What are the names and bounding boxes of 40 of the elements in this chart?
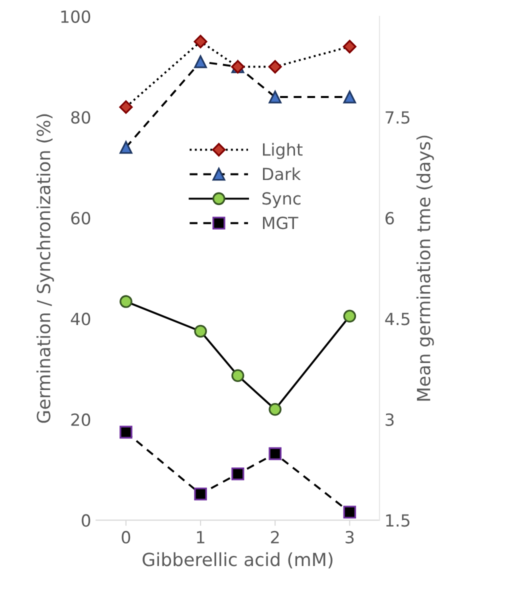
point — [120, 295, 132, 308]
y2-tick-label: 4.5 — [385, 312, 410, 326]
point — [342, 40, 356, 54]
y2-tick-label: 6 — [386, 212, 394, 224]
y-tick-label: 100 — [61, 10, 90, 23]
y-tick-label: 0 — [82, 514, 90, 527]
y-tick-label: 80 — [71, 111, 90, 124]
point — [119, 100, 133, 114]
y2-axis-title: Mean germination tme (days) — [416, 136, 434, 401]
point — [268, 447, 282, 460]
point — [120, 426, 132, 439]
point — [194, 324, 207, 338]
point — [120, 140, 132, 154]
point — [268, 90, 282, 104]
x-tick-label: 3 — [346, 530, 354, 544]
y-tick-label: 40 — [70, 312, 90, 326]
y2-tick-label: 7.5 — [386, 111, 410, 124]
point — [343, 506, 356, 519]
point — [194, 488, 207, 500]
legend-label: Light — [262, 142, 303, 160]
y2-tick-label: 3 — [386, 413, 394, 426]
point — [231, 369, 244, 382]
x-axis-title: Gibberellic acid (mM) — [142, 552, 332, 568]
y-axis-title: Germination / Synchronization (%) — [36, 114, 54, 423]
y-tick-label: 60 — [71, 212, 90, 224]
point — [194, 34, 208, 48]
point — [194, 55, 207, 68]
x-tick-label: 1 — [197, 531, 204, 544]
point — [343, 90, 356, 104]
y2-tick-label: 1.5 — [386, 514, 410, 527]
point — [268, 60, 282, 74]
x-tick-label: 2 — [271, 530, 279, 544]
legend-label: MGT — [262, 216, 298, 230]
point — [268, 402, 282, 416]
legend-label: Dark — [262, 167, 301, 180]
y-tick-label: 20 — [71, 413, 90, 426]
legend-label: Sync — [262, 192, 300, 208]
x-tick-label: 0 — [122, 530, 130, 544]
point — [231, 467, 244, 480]
point — [343, 310, 356, 323]
